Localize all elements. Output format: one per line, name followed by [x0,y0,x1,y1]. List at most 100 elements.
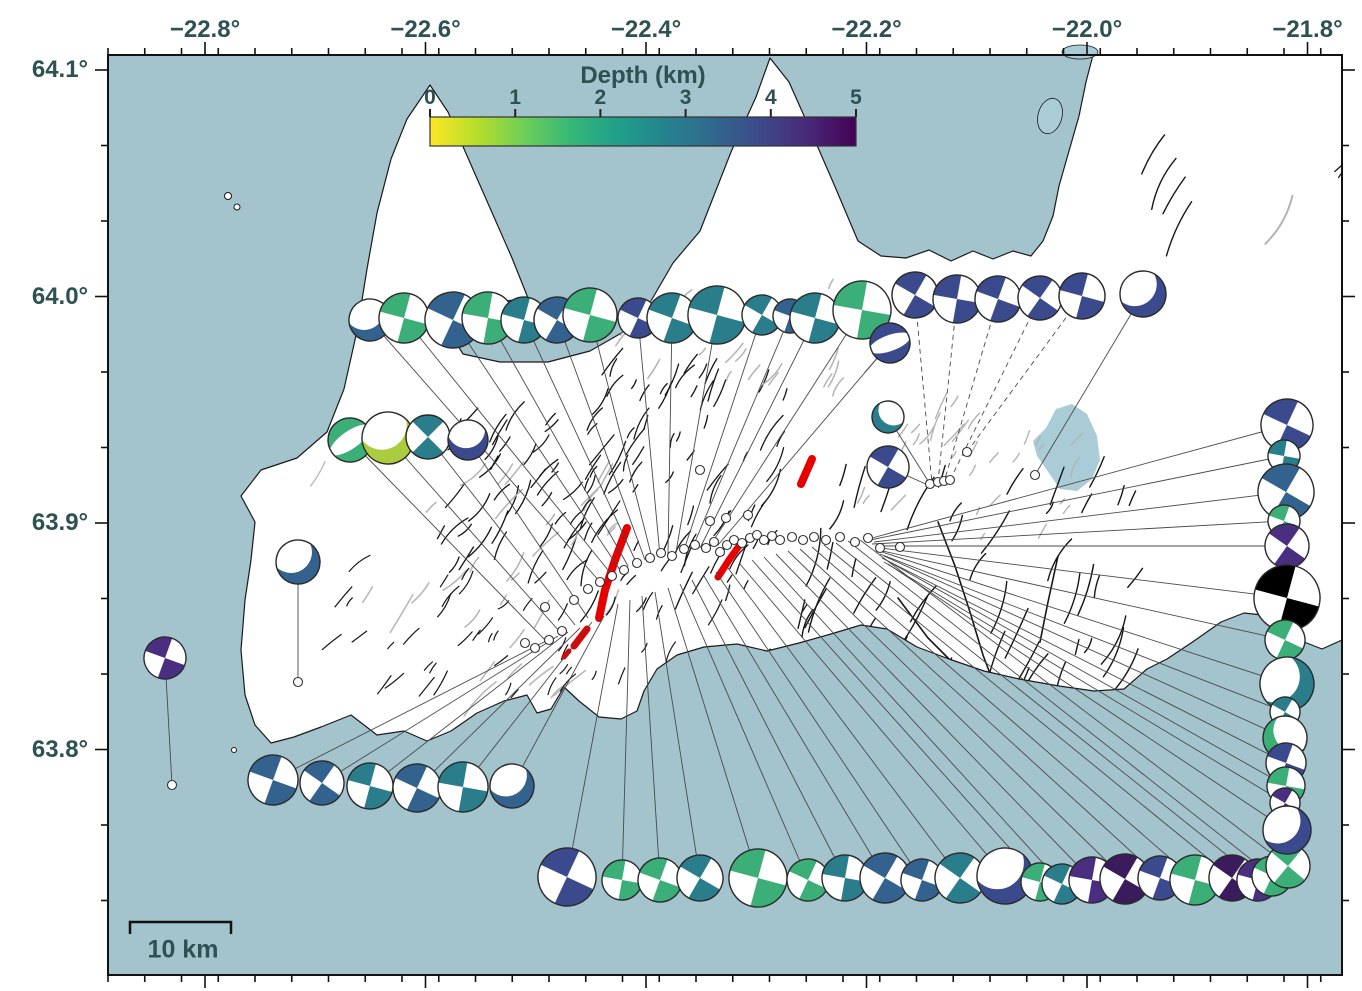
epicenter-circle [166,779,178,791]
fault-trace [361,586,374,604]
epicenter-circle [704,515,716,527]
fault-trace [458,546,475,571]
connector-line [637,317,661,557]
fault-trace [552,669,587,697]
fault-trace-long [897,597,954,664]
epicenter-circle [944,474,956,486]
fault-trace [1063,572,1081,624]
fault-trace [827,278,834,290]
fault-trace [606,526,616,536]
epicenter-circle [644,552,656,564]
epicenter-circle [874,542,886,554]
beachball-focal-mechanism [270,531,321,585]
fault-trace [334,586,353,608]
fault-trace [509,628,526,649]
eruptive-fissure [714,542,743,581]
fault-trace [484,435,499,461]
island [231,747,237,753]
fault-trace [1334,155,1342,173]
fault-trace [505,551,525,582]
fault-trace [1038,443,1045,451]
fault-trace [411,582,430,604]
connector-line [885,559,1287,787]
beachball-focal-mechanism [1250,650,1315,712]
connector-line [799,548,1161,879]
longitude-axis-label: −22.2° [831,16,902,43]
fault-trace [321,633,342,651]
fault-trace [441,585,460,608]
fault-trace [768,371,779,386]
fault-trace [713,379,727,408]
fault-trace [766,446,785,483]
connector-line [871,424,1288,539]
fault-trace [647,358,661,380]
longitude-axis-label: −22.8° [169,16,241,43]
fault-trace [969,552,987,581]
connector-line [873,491,1287,543]
fault-trace [949,502,962,522]
beachball-focal-mechanism [485,755,535,809]
epicenter-circle [539,601,551,613]
connector-line [675,314,718,553]
beachball-focal-mechanism [676,854,724,902]
fault-trace [725,370,732,382]
fault-trace [707,599,723,626]
fault-trace [559,673,577,692]
fault-trace [759,414,784,451]
connector-line [703,575,886,879]
fault-trace [514,479,532,515]
fault-trace [629,461,643,483]
fault-trace [1337,156,1342,179]
connector-line [877,549,1286,641]
fault-trace [1162,176,1186,215]
epicenter-circle [666,550,678,562]
fault-trace [505,401,525,431]
connector-line [679,583,809,881]
fault-trace [801,608,814,638]
epicenter-circle [582,583,594,595]
fault-trace [675,431,681,442]
fault-trace [608,440,627,476]
fault-trace [1070,457,1080,478]
beachball-focal-mechanism [346,762,394,810]
fault-trace [707,368,720,402]
beachball-focal-mechanism [378,292,430,344]
epicenter-circle [606,570,618,582]
colorbar-tick-label: 2 [594,86,607,109]
fault-trace [856,486,866,504]
fault-trace [532,434,550,453]
fault-trace [536,470,559,496]
fault-trace [591,388,609,415]
beachball-focal-mechanism [728,848,788,908]
fault-trace [1004,607,1029,659]
fault-trace [853,577,877,614]
fault-trace [1070,432,1084,446]
connector-line [883,555,1286,739]
fault-trace [797,599,806,630]
connector-line [654,591,701,879]
fault-trace [1264,194,1294,245]
fault-trace [591,509,619,543]
fault-trace [547,677,557,696]
beachball-focal-mechanism [932,274,982,324]
epicenter-circle [655,547,667,559]
fault-trace [782,388,788,401]
connector-line [452,319,621,571]
fault-trace [560,644,569,661]
beachball-focal-mechanism [891,271,939,319]
fault-trace [909,585,937,623]
connector-line [937,298,958,483]
depth-colorbar [429,116,857,147]
epicenter-circle [862,532,874,544]
latitude-axis-label: 64.0° [31,282,89,310]
sea-inlet [1061,44,1099,60]
fault-trace [664,363,680,396]
fault-trace [351,630,368,643]
connector-line [1034,293,1144,476]
fault-trace [387,641,395,650]
fault-trace [897,423,909,438]
connector-line [403,317,613,576]
fault-trace [472,629,481,641]
epicenter-circle [694,464,706,476]
